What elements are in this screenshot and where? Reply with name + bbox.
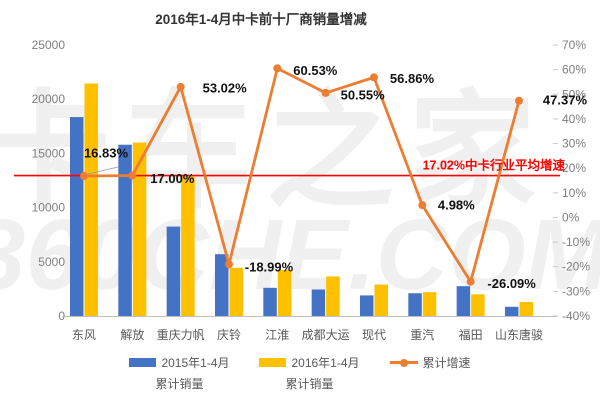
bar-2016-重庆力帆 bbox=[181, 176, 195, 316]
right-axis-tick-10: 60% bbox=[562, 63, 586, 77]
left-axis-tick-0: 0 bbox=[58, 309, 65, 323]
growth-label-1: 17.00% bbox=[150, 171, 195, 186]
x-axis-label-东风: 东风 bbox=[72, 328, 96, 342]
x-axis-label-重汽: 重汽 bbox=[410, 327, 434, 342]
x-axis-label-现代: 现代 bbox=[362, 328, 386, 342]
bar-2015-现代 bbox=[359, 295, 374, 316]
left-axis-tick-3: 15000 bbox=[32, 146, 66, 160]
growth-label-4: 60.53% bbox=[293, 63, 338, 78]
x-axis-label-山东唐骏: 山东唐骏 bbox=[495, 327, 543, 342]
left-axis-tick-5: 25000 bbox=[32, 38, 66, 52]
bar-2016-成都大运 bbox=[326, 276, 340, 316]
right-axis-tick-9: 50% bbox=[562, 87, 586, 101]
legend-swatch-2015 bbox=[129, 358, 157, 367]
left-axis-tick-4: 20000 bbox=[32, 92, 66, 106]
bar-2016-现代 bbox=[374, 284, 388, 316]
right-axis-tick-11: 70% bbox=[562, 38, 586, 52]
growth-marker-解放 bbox=[128, 171, 137, 180]
growth-label-7: 4.98% bbox=[438, 198, 475, 213]
bar-2016-江淮 bbox=[277, 269, 292, 316]
legend-item-2015: 2015年1-4月 累计销量 bbox=[129, 354, 229, 392]
bar-2015-重庆力帆 bbox=[166, 226, 181, 316]
right-axis-tick-6: 20% bbox=[562, 161, 586, 175]
left-axis-tick-1: 5000 bbox=[38, 255, 65, 269]
right-axis-tick-0: -40% bbox=[562, 309, 590, 323]
bar-2015-庆铃 bbox=[214, 254, 229, 316]
right-axis-tick-8: 40% bbox=[562, 112, 586, 126]
growth-label-3: -18.99% bbox=[245, 260, 294, 275]
growth-marker-重庆力帆 bbox=[176, 82, 185, 91]
x-axis-label-福田: 福田 bbox=[459, 327, 483, 342]
legend: 2015年1-4月 累计销量 2016年1-4月 累计销量 累计增速 bbox=[0, 354, 600, 392]
x-axis-label-重庆力帆: 重庆力帆 bbox=[157, 327, 205, 342]
legend-label-2015-line1: 2015年1-4月 bbox=[161, 356, 230, 370]
bar-2016-东风 bbox=[84, 83, 98, 317]
right-axis-tick-3: -10% bbox=[562, 235, 590, 249]
growth-label-5: 50.55% bbox=[341, 87, 386, 102]
growth-label-6: 56.86% bbox=[390, 71, 435, 86]
right-axis-tick-5: 10% bbox=[562, 186, 586, 200]
growth-label-2: 53.02% bbox=[203, 80, 248, 95]
x-axis-label-成都大运: 成都大运 bbox=[302, 328, 350, 342]
growth-marker-江淮 bbox=[273, 64, 282, 73]
bar-2016-福田 bbox=[471, 294, 485, 316]
x-axis-label-江淮: 江淮 bbox=[265, 328, 289, 342]
legend-line-marker-icon bbox=[389, 358, 418, 367]
growth-label-9: 47.37% bbox=[543, 92, 588, 107]
bar-2016-重汽 bbox=[422, 292, 437, 316]
growth-marker-山东唐骏 bbox=[514, 96, 523, 105]
bar-2015-东风 bbox=[70, 117, 84, 316]
right-axis-tick-1: -30% bbox=[562, 284, 590, 298]
x-axis-label-解放: 解放 bbox=[120, 327, 144, 342]
growth-marker-成都大运 bbox=[321, 88, 330, 97]
right-axis-tick-4: 0% bbox=[562, 210, 580, 224]
growth-marker-现代 bbox=[369, 73, 378, 82]
growth-marker-福田 bbox=[466, 277, 475, 286]
bar-2016-庆铃 bbox=[229, 267, 243, 316]
bar-2015-福田 bbox=[456, 286, 471, 316]
chart-title: 2016年1-4月中卡前十厂商销量增减 bbox=[155, 12, 367, 27]
x-axis-label-庆铃: 庆铃 bbox=[217, 327, 241, 342]
legend-item-2016: 2016年1-4月 累计销量 bbox=[259, 354, 360, 392]
legend-swatch-2016 bbox=[259, 358, 287, 367]
bar-2016-解放 bbox=[132, 142, 147, 316]
bar-2015-解放 bbox=[118, 144, 132, 316]
right-axis-tick-7: 30% bbox=[562, 137, 586, 151]
legend-item-growth: 累计增速 bbox=[389, 354, 471, 371]
growth-line bbox=[83, 66, 521, 284]
legend-label-2016-line1: 2016年1-4月 bbox=[291, 356, 360, 370]
bar-2015-山东唐骏 bbox=[504, 306, 519, 316]
bar-2016-山东唐骏 bbox=[519, 301, 533, 316]
growth-label-0: 16.83% bbox=[84, 145, 129, 160]
right-axis-tick-2: -20% bbox=[562, 260, 590, 274]
bar-2015-重汽 bbox=[408, 293, 422, 316]
bar-2015-成都大运 bbox=[311, 289, 326, 316]
growth-marker-东风 bbox=[80, 171, 88, 180]
left-axis-tick-2: 10000 bbox=[32, 201, 66, 215]
growth-label-8: -26.09% bbox=[487, 276, 536, 291]
growth-marker-庆铃 bbox=[224, 260, 233, 269]
bar-2015-江淮 bbox=[263, 287, 277, 316]
legend-label-growth: 累计增速 bbox=[422, 356, 471, 370]
legend-label-2016-line2: 累计销量 bbox=[285, 377, 334, 391]
legend-label-2015-line2: 累计销量 bbox=[155, 377, 204, 391]
label-leader-line bbox=[87, 166, 119, 175]
reference-line-label: 17.02%中卡行业平均增速 bbox=[423, 158, 566, 173]
growth-marker-重汽 bbox=[418, 201, 427, 210]
